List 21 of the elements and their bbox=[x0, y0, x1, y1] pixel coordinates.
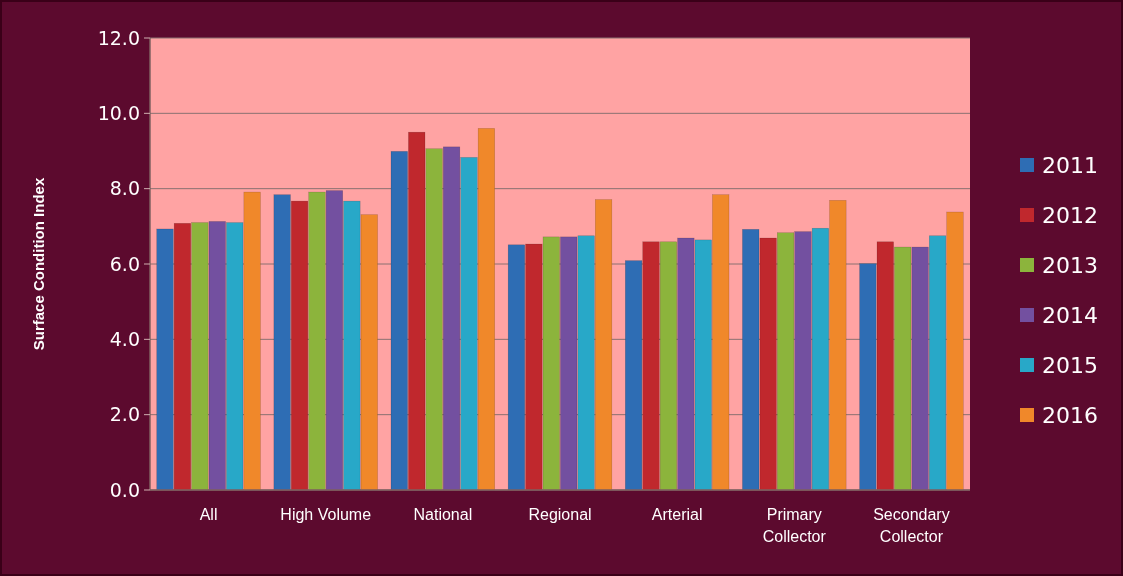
y-tick-label: 4.0 bbox=[109, 327, 140, 350]
legend-label: 2016 bbox=[1042, 402, 1098, 428]
y-tick-label: 12.0 bbox=[97, 26, 140, 49]
y-tick-label: 0.0 bbox=[109, 478, 140, 501]
y-tick-label: 10.0 bbox=[97, 101, 140, 124]
x-tick-label: National bbox=[413, 506, 473, 523]
x-tick-label: Regional bbox=[528, 506, 592, 523]
x-tick-label: Secondary Collector bbox=[873, 506, 950, 545]
legend-label: 2012 bbox=[1042, 202, 1098, 228]
x-tick-label: Primary Collector bbox=[762, 506, 827, 545]
y-tick-label: 8.0 bbox=[109, 177, 140, 200]
legend-label: 2013 bbox=[1042, 252, 1098, 278]
legend-label: 2015 bbox=[1042, 352, 1098, 378]
x-tick-label: Arterial bbox=[651, 506, 703, 523]
legend-label: 2011 bbox=[1042, 152, 1098, 178]
y-tick-label: 2.0 bbox=[109, 403, 140, 426]
y-tick-label: 6.0 bbox=[109, 252, 140, 275]
y-axis-title: Surface Condition Index bbox=[30, 177, 47, 351]
legend-label: 2014 bbox=[1042, 302, 1098, 328]
x-tick-label: All bbox=[199, 506, 218, 523]
x-tick-label: High Volume bbox=[280, 506, 372, 523]
